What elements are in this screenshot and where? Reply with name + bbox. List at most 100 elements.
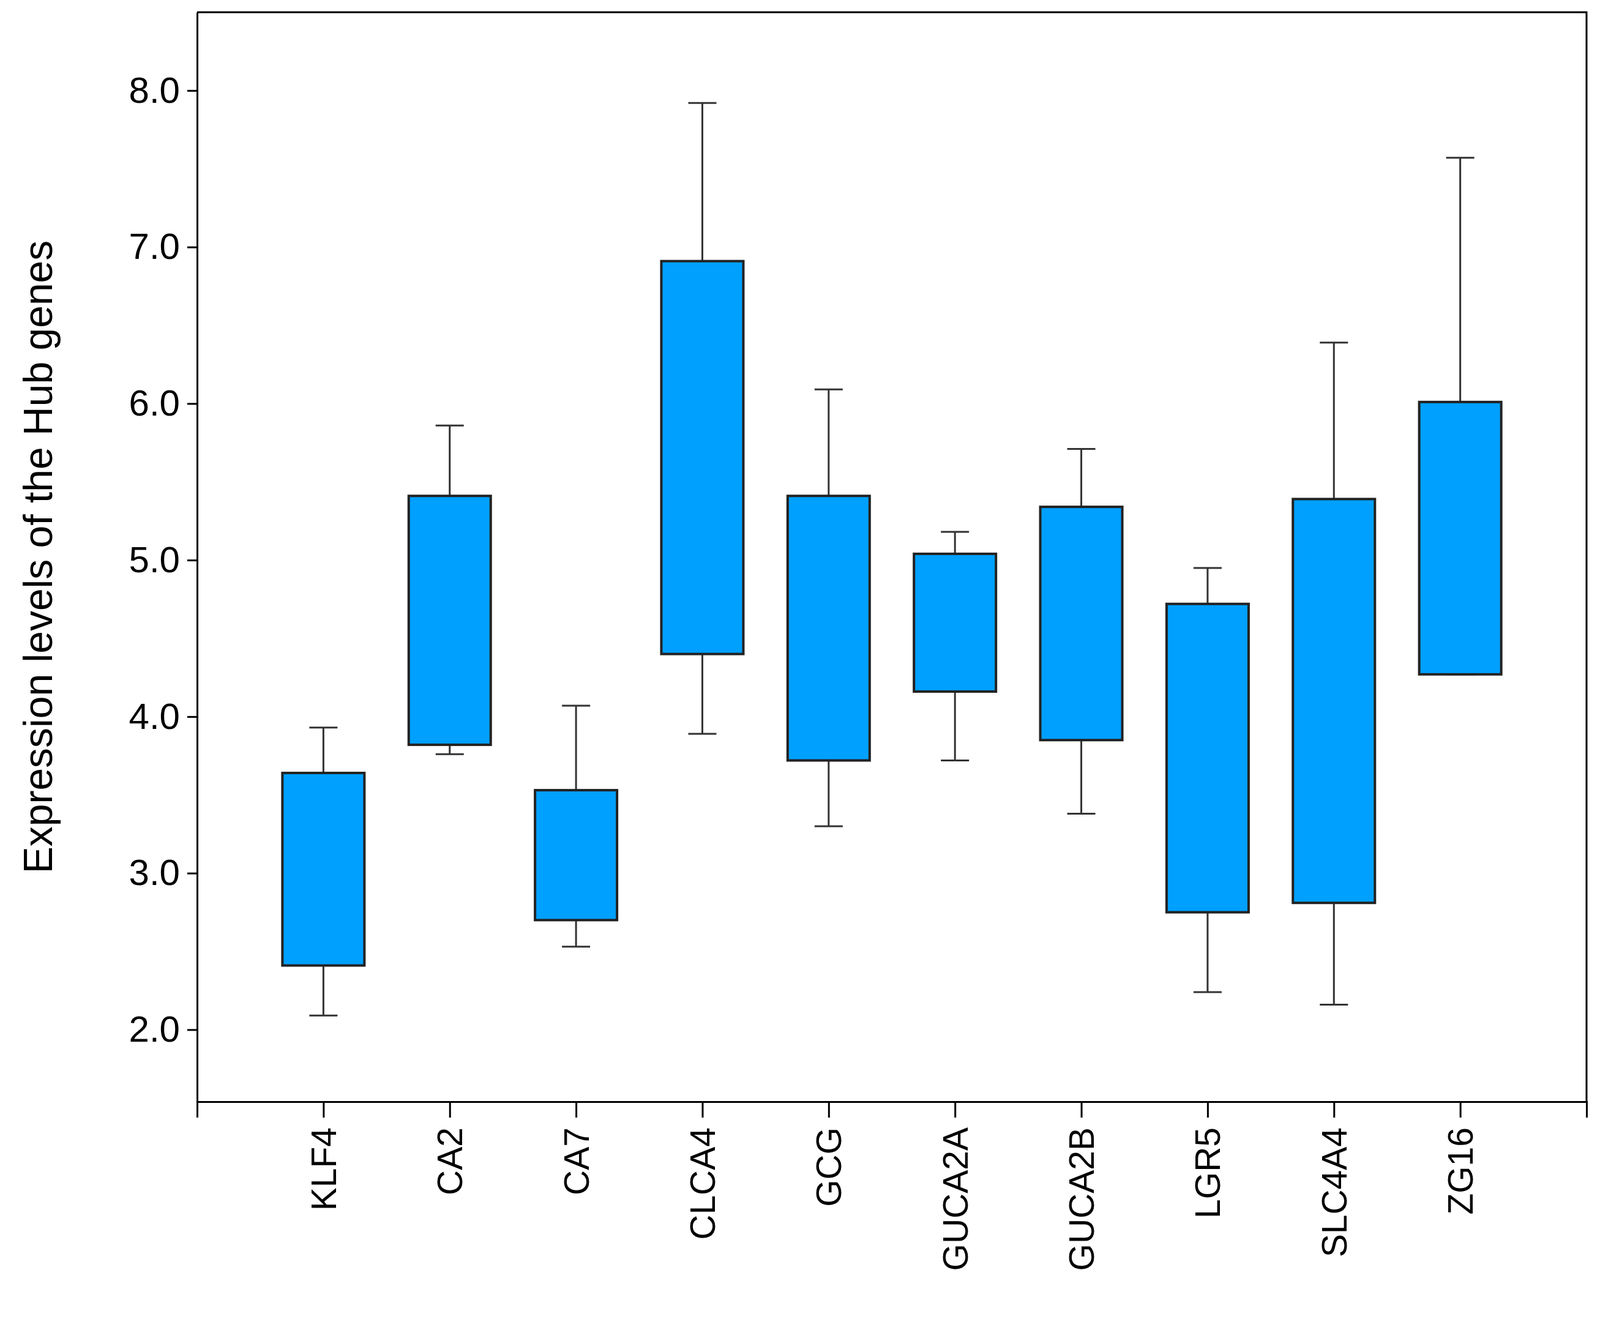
x-tick-label: GUCA2B <box>1061 1127 1102 1271</box>
x-tick: GUCA2B <box>1061 1101 1102 1271</box>
upper-cap <box>1193 566 1222 569</box>
x-axis-line <box>197 1102 1588 1119</box>
box-group <box>1040 449 1123 815</box>
box-group <box>1419 157 1502 675</box>
box-group <box>534 705 617 947</box>
x-tick: SLC4A4 <box>1314 1101 1354 1258</box>
lower-cap <box>1193 990 1222 993</box>
x-tick-label: GUCA2A <box>935 1127 976 1271</box>
x-tick-mark <box>954 1101 957 1118</box>
y-tick-label: 4.0 <box>129 695 180 737</box>
upper-cap <box>1067 448 1096 450</box>
upper-whisker <box>827 389 830 496</box>
upper-cap <box>435 424 464 427</box>
y-tick-mark <box>187 872 198 875</box>
box-group <box>408 425 491 755</box>
y-axis-title: Expression levels of the Hub genes <box>15 240 61 875</box>
y-tick-label: 7.0 <box>129 225 180 267</box>
x-tick: CA2 <box>430 1101 470 1196</box>
x-tick-label: CLCA4 <box>683 1127 723 1241</box>
x-tick-label: CA7 <box>557 1127 597 1196</box>
x-tick-mark <box>701 1101 704 1118</box>
y-tick-label: 3.0 <box>129 852 180 894</box>
upper-whisker <box>954 531 957 554</box>
x-tick: GCG <box>809 1101 849 1208</box>
lower-cap <box>1319 1003 1348 1006</box>
box <box>913 553 996 692</box>
lower-whisker <box>1080 740 1083 814</box>
y-tick-mark <box>187 246 198 249</box>
x-tick-mark <box>322 1101 325 1118</box>
upper-cap <box>309 726 338 729</box>
upper-cap <box>1319 341 1348 344</box>
lower-whisker <box>954 691 957 761</box>
y-tick-mark <box>187 559 198 562</box>
y-tick: 4.0 <box>129 695 198 737</box>
box-group <box>661 102 744 734</box>
upper-whisker <box>1206 568 1209 605</box>
y-tick-mark <box>187 89 198 92</box>
x-tick-mark <box>449 1101 452 1118</box>
lower-whisker <box>575 919 578 947</box>
upper-whisker <box>1459 157 1462 403</box>
x-tick-label: LGR5 <box>1188 1127 1228 1219</box>
y-tick: 7.0 <box>129 225 198 267</box>
upper-whisker <box>1080 449 1083 508</box>
x-tick-label: SLC4A4 <box>1314 1127 1354 1258</box>
lower-whisker <box>1333 902 1335 1005</box>
x-tick: CA7 <box>557 1101 597 1196</box>
x-tick-label: ZG16 <box>1440 1127 1481 1215</box>
upper-whisker <box>322 727 325 774</box>
upper-cap <box>940 531 969 534</box>
x-axis: KLF4 CA2 CA7 CLCA4 GCG GUCA2A GUCA2B LGR5 SLC4A4… <box>197 1101 1588 1271</box>
x-tick-mark <box>1080 1101 1083 1118</box>
x-tick-mark <box>828 1101 830 1118</box>
x-tick-label: GCG <box>809 1127 849 1208</box>
upper-cap <box>561 704 591 707</box>
x-tick-mark <box>1207 1101 1209 1118</box>
box-group <box>913 531 996 761</box>
x-tick-label: CA2 <box>430 1127 470 1196</box>
x-tick: ZG16 <box>1440 1101 1481 1215</box>
lower-whisker <box>448 744 451 755</box>
upper-whisker <box>701 102 704 261</box>
y-tick-mark <box>187 716 198 718</box>
y-tick-mark <box>187 1028 198 1031</box>
upper-whisker <box>1333 342 1335 500</box>
lower-cap <box>814 825 843 827</box>
y-tick-label: 2.0 <box>129 1008 180 1050</box>
y-tick-label: 5.0 <box>129 539 180 581</box>
y-axis: 2.0 3.0 4.0 5.0 6.0 7.0 8.0 <box>129 12 198 1103</box>
x-tick-mark <box>1459 1101 1462 1118</box>
upper-cap <box>687 102 717 105</box>
upper-whisker <box>448 425 451 496</box>
y-tick: 6.0 <box>129 382 198 424</box>
box <box>282 773 365 966</box>
lower-cap <box>687 732 717 735</box>
lower-cap <box>940 759 969 762</box>
x-tick: CLCA4 <box>683 1101 723 1241</box>
x-tick: GUCA2A <box>935 1101 976 1271</box>
box <box>1166 604 1249 913</box>
y-axis-line <box>196 12 199 1103</box>
box-group <box>1166 568 1249 993</box>
box <box>787 495 870 761</box>
lower-cap <box>309 1014 338 1017</box>
upper-whisker <box>575 705 578 791</box>
boxes <box>282 102 1501 1016</box>
box-group <box>1292 342 1375 1006</box>
lower-whisker <box>322 965 325 1017</box>
y-tick-label: 8.0 <box>129 69 180 111</box>
upper-cap <box>814 388 843 391</box>
x-tick: KLF4 <box>304 1101 344 1211</box>
chart: 2.0 3.0 4.0 5.0 6.0 7.0 8.0 KLF4 CA2 CA7 CLCA4 GCG G… <box>0 0 1600 1322</box>
x-tick-label: KLF4 <box>304 1127 344 1211</box>
y-tick: 5.0 <box>129 539 198 581</box>
upper-cap <box>1446 156 1475 159</box>
box <box>1292 498 1375 903</box>
lower-cap <box>435 753 464 756</box>
y-tick: 8.0 <box>129 69 198 111</box>
box <box>661 261 744 655</box>
y-tick-mark <box>187 402 198 405</box>
x-tick-mark <box>1333 1101 1335 1118</box>
